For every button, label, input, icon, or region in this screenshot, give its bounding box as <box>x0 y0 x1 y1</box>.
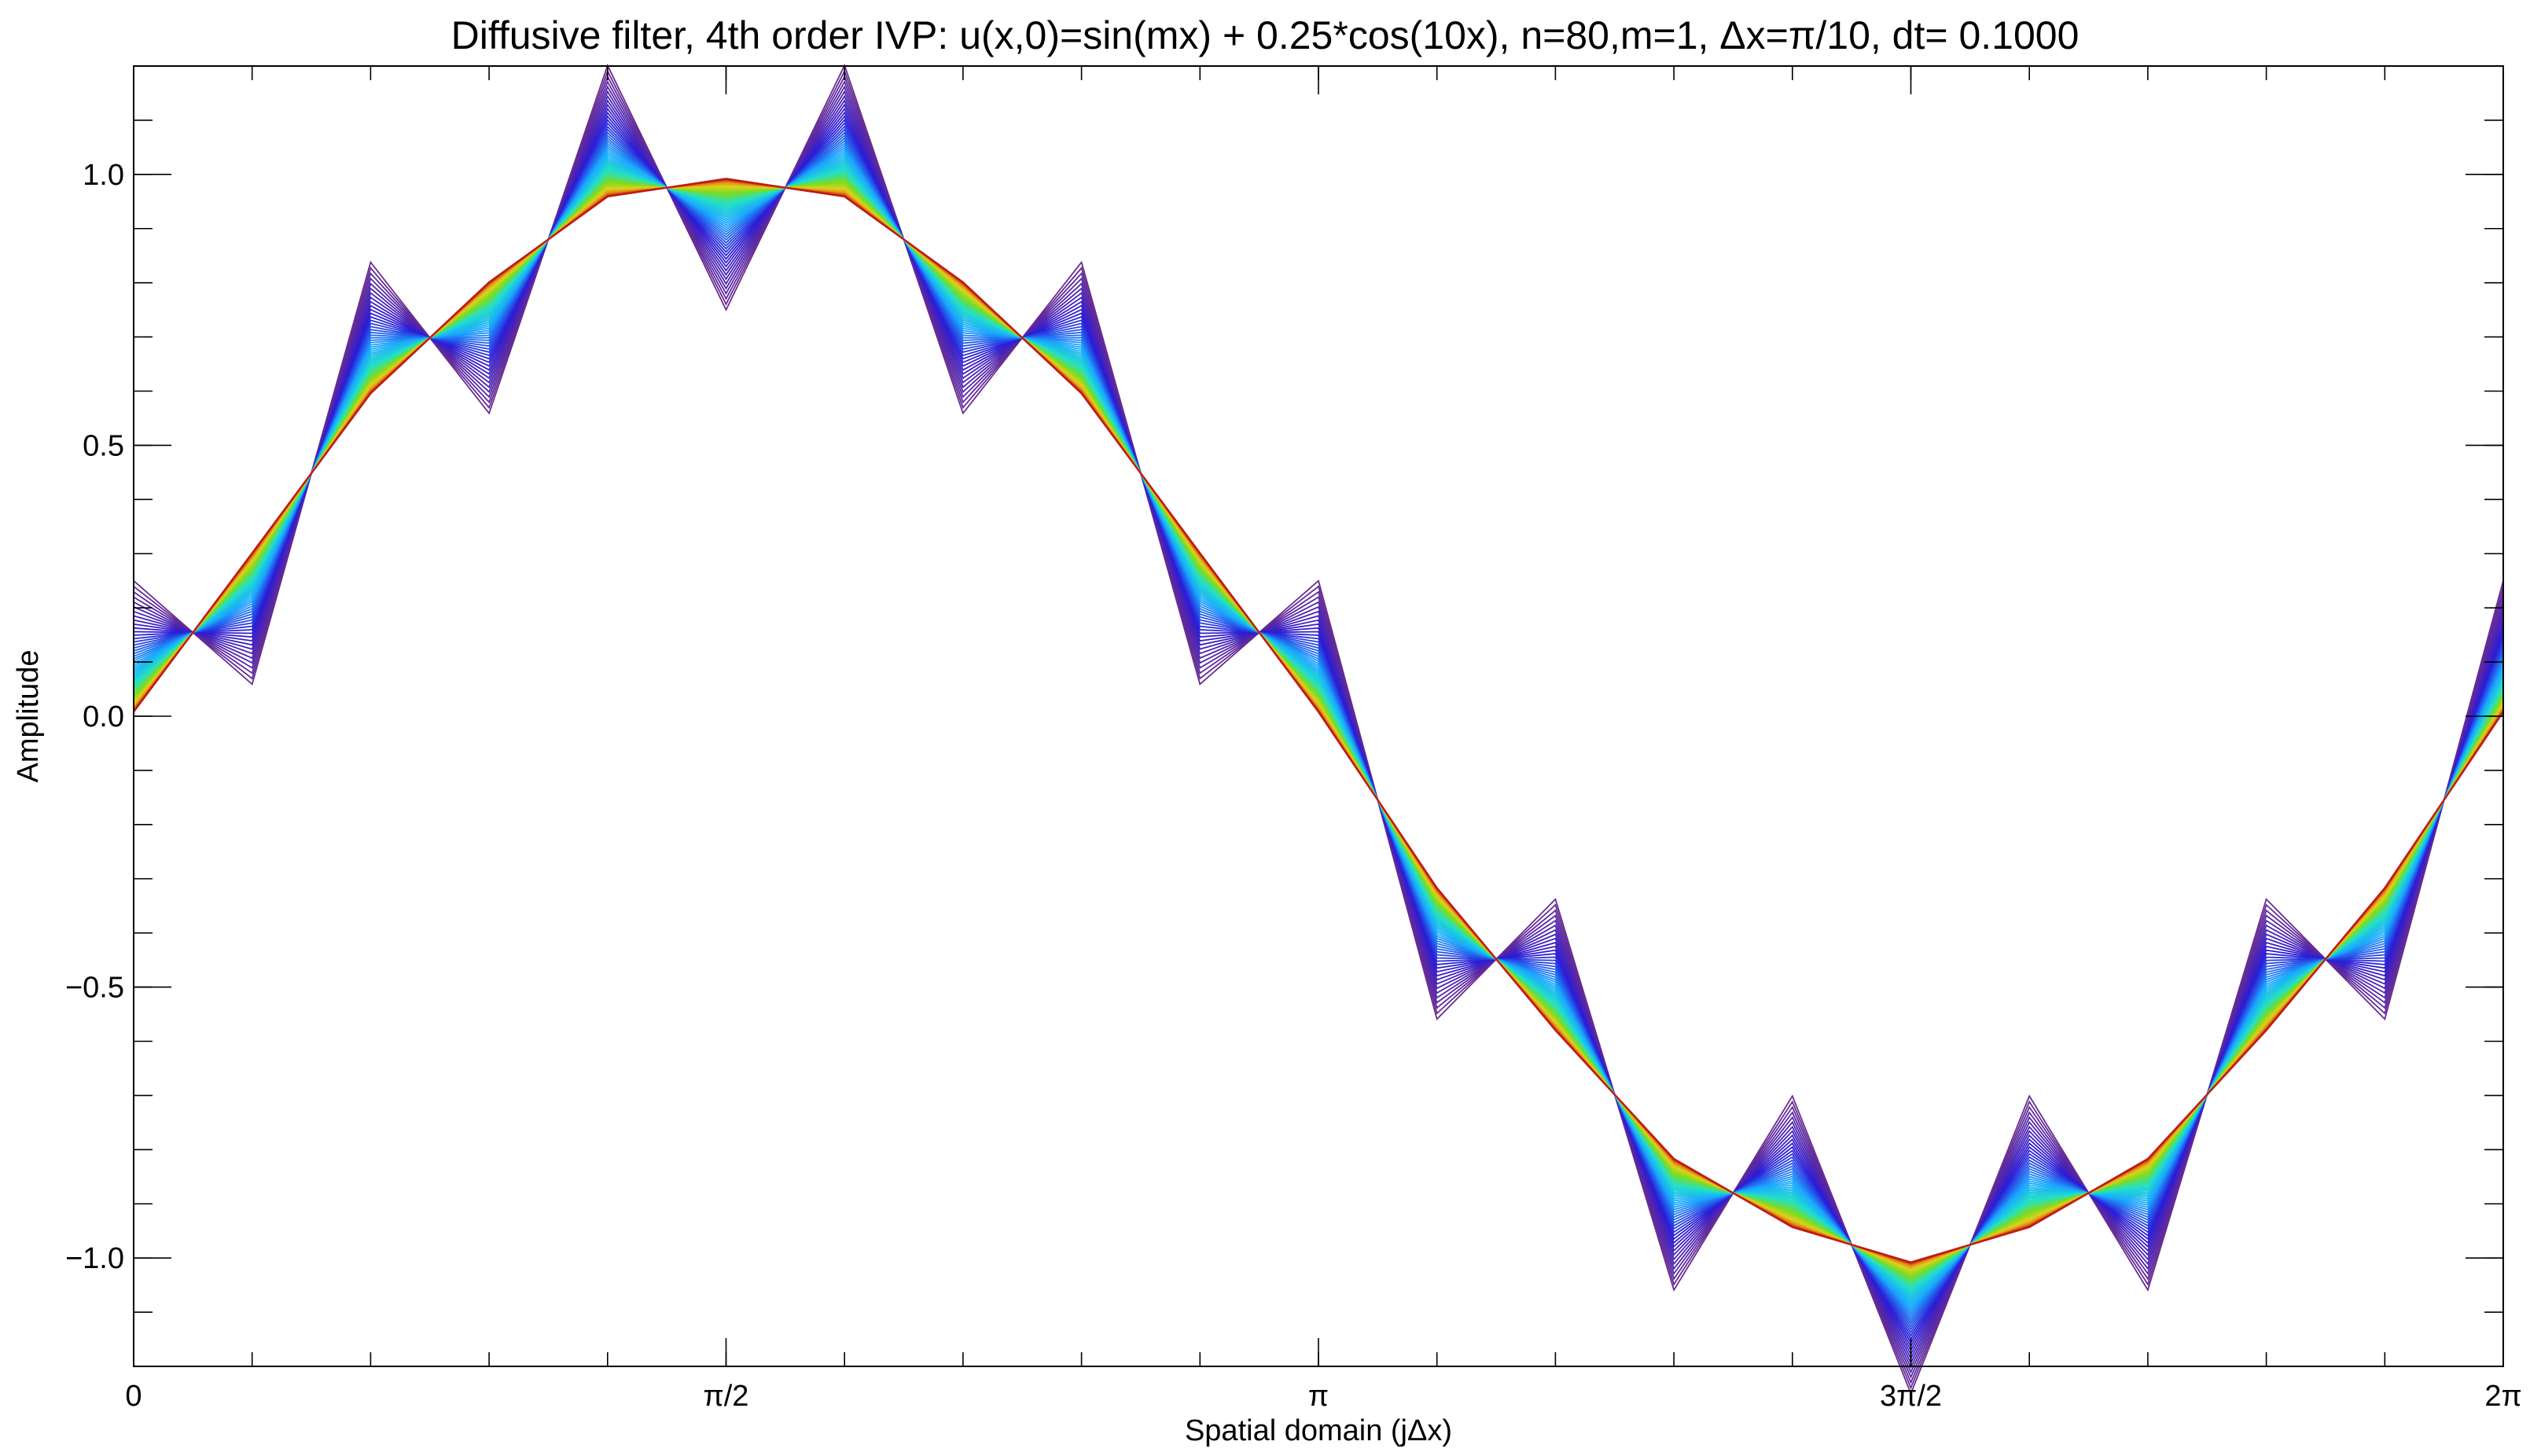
series-line-step-68 <box>133 181 2504 1267</box>
series-line-step-78 <box>133 178 2504 1264</box>
series-line-step-43 <box>133 178 2504 1281</box>
y-tick-label-2: 0.0 <box>83 700 124 734</box>
series-line-step-33 <box>133 167 2504 1292</box>
series-line-step-24 <box>133 151 2504 1307</box>
series-line-step-48 <box>133 182 2504 1277</box>
ticks-group: 0 π/2 π 3π/2 2π −1.0 −0.5 0.0 0.5 1.0 <box>65 65 2522 1413</box>
series-line-step-25 <box>133 153 2504 1306</box>
y-tick-label-4: 1.0 <box>83 159 124 192</box>
series-line-step-39 <box>133 175 2504 1285</box>
x-tick-label-2: π <box>1308 1380 1329 1413</box>
x-tick-label-3: 3π/2 <box>1880 1380 1942 1413</box>
plot-frame <box>133 65 2504 1367</box>
series-line-step-61 <box>133 183 2504 1269</box>
series-group <box>133 63 2504 1395</box>
x-tick-label-1: π/2 <box>704 1380 749 1413</box>
y-axis-label: Amplitude <box>12 650 45 783</box>
y-tick-label-1: −0.5 <box>65 972 124 1005</box>
x-tick-label-0: 0 <box>125 1380 142 1413</box>
series-line-step-79 <box>133 178 2504 1263</box>
series-line-step-60 <box>133 184 2504 1270</box>
x-axis-label: Spatial domain (jΔx) <box>1185 1414 1452 1447</box>
x-tick-label-4: 2π <box>2484 1380 2521 1413</box>
series-line-step-47 <box>133 182 2504 1278</box>
y-tick-label-3: 0.5 <box>83 429 124 462</box>
series-line-step-80 <box>133 178 2504 1263</box>
y-tick-label-0: −1.0 <box>65 1242 124 1275</box>
series-line-step-69 <box>133 180 2504 1267</box>
chart-title: Diffusive filter, 4th order IVP: u(x,0)=… <box>451 13 2080 57</box>
series-line-step-67 <box>133 181 2504 1267</box>
series-line-step-54 <box>133 186 2504 1273</box>
